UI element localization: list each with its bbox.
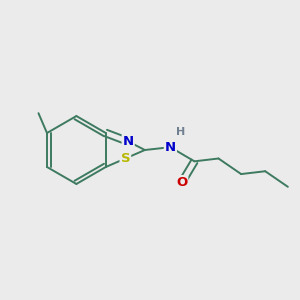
Text: N: N [165, 141, 176, 154]
Text: S: S [121, 152, 130, 165]
Text: N: N [123, 135, 134, 148]
Text: H: H [176, 127, 185, 136]
Text: O: O [176, 176, 187, 189]
